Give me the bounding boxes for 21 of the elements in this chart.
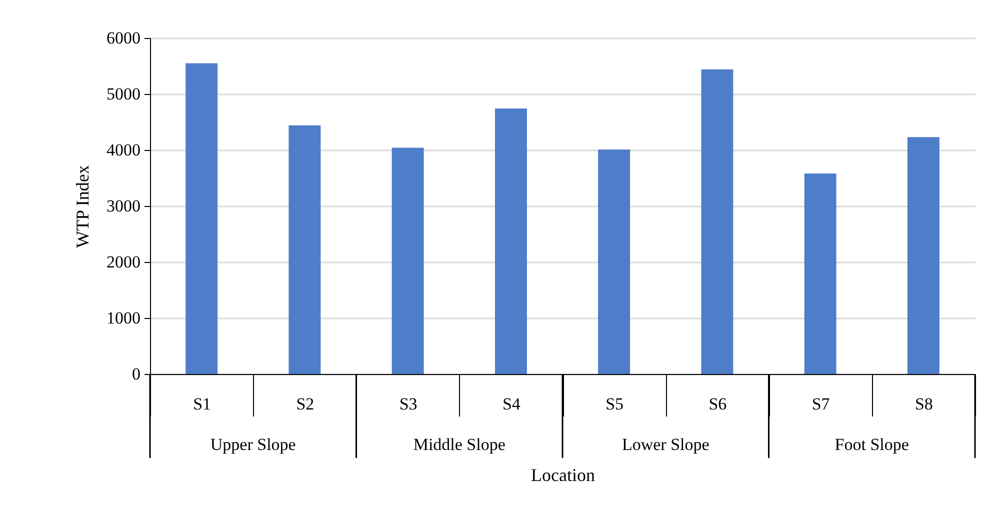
y-tick-label: 0	[132, 364, 140, 384]
text: Upper Slope	[210, 435, 296, 454]
y-tick-label: 2000	[106, 252, 140, 272]
text: Lower Slope	[622, 435, 710, 454]
x-axis-title: Location	[531, 465, 595, 485]
x-tick-label: S2	[296, 394, 314, 414]
x-tick-label: S3	[399, 394, 418, 414]
y-tick-label: 4000	[106, 140, 140, 160]
x-tick-label: S5	[606, 394, 624, 414]
text: Middle Slope	[413, 435, 506, 454]
y-tick-label: 6000	[106, 28, 140, 48]
y-axis-title: WTP Index	[72, 165, 92, 248]
x-tick-label: S4	[502, 394, 521, 414]
y-tick-label: 3000	[106, 196, 140, 216]
x-tick-label: S8	[914, 394, 933, 414]
y-tick-label: 5000	[106, 84, 140, 104]
y-tick-label: 1000	[106, 308, 140, 328]
text: Foot Slope	[834, 435, 909, 454]
x-tick-label: S1	[193, 394, 212, 414]
x-tick-label: S6	[708, 394, 727, 414]
x-tick-label: S7	[812, 394, 830, 414]
